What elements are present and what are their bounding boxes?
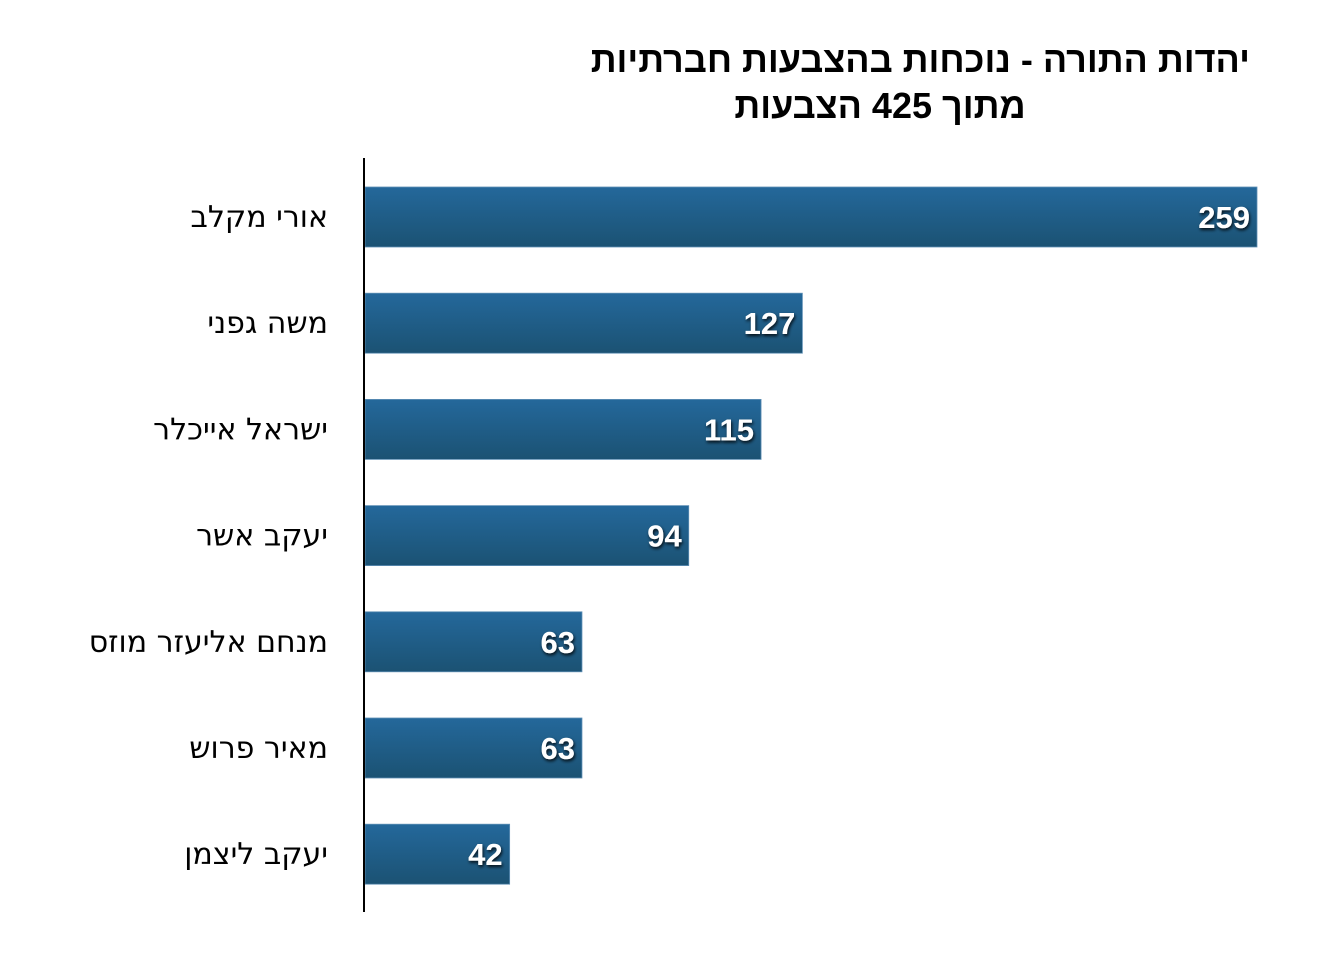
chart-title: יהדות התורה - נוכחות בהצבעות חברתיות bbox=[591, 39, 1250, 80]
bar bbox=[364, 823, 511, 885]
data-label: 127 bbox=[744, 306, 796, 341]
data-label: 259 bbox=[1198, 200, 1250, 235]
category-label: מנחם אליעזר מוזס bbox=[89, 625, 328, 660]
category-label: ישראל אייכלר bbox=[153, 412, 328, 447]
bar bbox=[364, 505, 690, 567]
data-label: 63 bbox=[540, 731, 574, 766]
bar bbox=[364, 611, 583, 673]
bar bbox=[364, 717, 583, 779]
data-label: 94 bbox=[647, 519, 682, 554]
bar bbox=[364, 292, 803, 354]
category-label: אורי מקלב bbox=[191, 200, 328, 235]
data-label: 63 bbox=[540, 625, 574, 660]
chart-subtitle: מתוך 425 הצבעות bbox=[734, 85, 1025, 126]
bar bbox=[364, 186, 1258, 248]
category-label: משה גפני bbox=[207, 306, 328, 341]
data-label: 42 bbox=[468, 837, 502, 872]
category-label: יעקב ליצמן bbox=[184, 837, 328, 872]
category-label: יעקב אשר bbox=[196, 519, 328, 554]
bar bbox=[364, 398, 762, 460]
data-label: 115 bbox=[704, 412, 754, 447]
category-label: מאיר פרוש bbox=[189, 731, 328, 766]
